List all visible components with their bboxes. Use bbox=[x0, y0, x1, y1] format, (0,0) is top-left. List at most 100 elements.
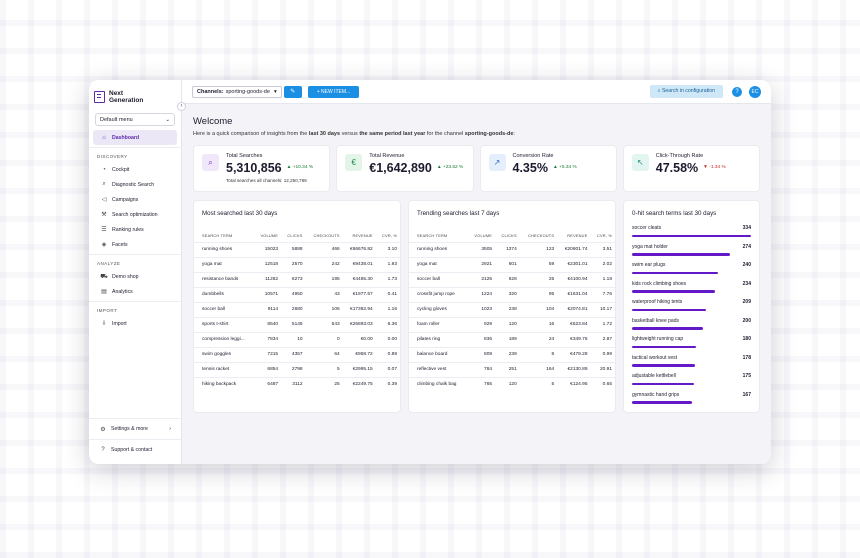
table-row[interactable]: yoga mat 12518 2570 242 €9438.01 1.93 bbox=[194, 257, 400, 273]
table-row[interactable]: soccer ball 9114 2680 106 €17382.94 1.16 bbox=[194, 302, 400, 318]
table-row[interactable]: reflective vest 784 251 164 €2130.89 20.91 bbox=[409, 362, 615, 378]
table-row[interactable]: dumbbells 10571 4950 43 €1977.57 0.41 bbox=[194, 287, 400, 303]
cursor-icon: ↖ bbox=[631, 154, 649, 171]
table-cell: pilates ring bbox=[409, 332, 468, 348]
table-row[interactable]: pilates ring 836 189 24 €349.76 2.87 bbox=[409, 332, 615, 348]
sidebar-item-campaigns[interactable]: ◁ Campaigns bbox=[93, 192, 177, 207]
table-cell: 239 bbox=[495, 347, 520, 363]
sidebar-item-label: Facets bbox=[112, 241, 128, 248]
sidebar-item-label: Cockpit bbox=[112, 166, 130, 173]
table-cell: yoga mat bbox=[194, 257, 254, 273]
menu-select-value: Default menu bbox=[100, 116, 133, 123]
table-cell: €2301.01 bbox=[557, 257, 591, 273]
zero-hit-term: soccer cleats bbox=[632, 225, 662, 231]
table-cell: 1374 bbox=[495, 242, 520, 258]
table-cell: 2798 bbox=[281, 362, 306, 378]
table-row[interactable]: balance board 809 239 8 €479.28 0.99 bbox=[409, 347, 615, 363]
table-cell: 0.39 bbox=[387, 382, 397, 388]
list-item[interactable]: adjustable kettlebell 175 bbox=[632, 373, 751, 392]
table-cell: 1023 bbox=[467, 302, 496, 318]
sidebar-item-dashboard[interactable]: ⌂ Dashboard bbox=[93, 130, 177, 145]
sidebar-item-analytics[interactable]: ▤ Analytics bbox=[93, 284, 177, 299]
table-row[interactable]: foam roller 929 120 16 €623.84 1.72 bbox=[409, 317, 615, 333]
euro-icon: € bbox=[345, 154, 363, 171]
table-cell: running shoes bbox=[409, 242, 468, 258]
sidebar-item-demo-shop[interactable]: ⛟ Demo shop bbox=[93, 269, 177, 284]
logo[interactable]: Next Generation bbox=[89, 80, 181, 106]
table-cell: €124.95 bbox=[570, 382, 588, 388]
menu-select[interactable]: Default menu ⌄ bbox=[95, 113, 175, 126]
table-row[interactable]: crossfit jump rope 1224 320 95 €1631.04 7.76 bbox=[409, 287, 615, 303]
table-row[interactable]: running shoes 3505 1374 123 €20601.74 3.51 bbox=[409, 242, 615, 258]
table-cell: 3.10 bbox=[375, 242, 400, 258]
analytics-icon: ▤ bbox=[101, 289, 107, 295]
topbar: Channels: sporting-goods-de ▾ ✎ + NEW IT… bbox=[182, 80, 771, 104]
table-cell: climbing chalk bag bbox=[417, 382, 457, 388]
zero-hit-term: basketball knee pads bbox=[632, 317, 679, 324]
table-row[interactable]: running shoes 15023 5888 466 €66676.82 3.10 bbox=[194, 242, 400, 258]
table-row[interactable]: climbing chalk bag 765 120 5 €124.95 0.65 bbox=[409, 377, 615, 392]
main-area: Channels: sporting-goods-de ▾ ✎ + NEW IT… bbox=[182, 80, 771, 464]
kpi-row: ⌕ Total Searches 5,310,856 ▲ +10.34 % Total … bbox=[193, 145, 760, 192]
kpi-delta: ▲ +5.34 % bbox=[552, 165, 577, 170]
sidebar-item-ranking-rules[interactable]: ☰ Ranking rules bbox=[93, 222, 177, 237]
kpi-card: € Total Revenue €1,642,890 ▲ +23.52 % bbox=[336, 145, 474, 192]
ranking-icon: ☰ bbox=[101, 227, 107, 233]
sidebar-item-support[interactable]: ? Support & contact bbox=[89, 439, 181, 460]
table-row[interactable]: tennis racket 6854 2798 5 €2995.15 0.07 bbox=[194, 362, 400, 378]
table-cell: 15023 bbox=[253, 242, 282, 258]
new-item-button[interactable]: + NEW ITEM... bbox=[307, 85, 360, 98]
edit-channel-button[interactable]: ✎ bbox=[283, 85, 302, 98]
sidebar-item-import[interactable]: ⇩ Import bbox=[93, 316, 177, 331]
table-row[interactable]: compression leggi... 7834 10 0 €0.00 0.00 bbox=[194, 332, 400, 348]
list-item[interactable]: gymnastic hand grips 167 bbox=[632, 392, 751, 411]
column-header: CHECKOUTS bbox=[305, 229, 343, 243]
list-item[interactable]: tactical workout vest 178 bbox=[632, 355, 751, 374]
list-item[interactable]: lightweight running cap 180 bbox=[632, 336, 751, 355]
kpi-value: 5,310,856 bbox=[226, 161, 282, 175]
table-cell: 466 bbox=[305, 242, 343, 258]
sidebar-item-diagnostic-search[interactable]: ⌕ Diagnostic Search bbox=[93, 177, 177, 192]
zero-hit-list: soccer cleats 334 yoga mat holder 274 swim e… bbox=[624, 217, 759, 410]
table-cell: 9114 bbox=[253, 302, 282, 318]
table-cell: 7.76 bbox=[590, 287, 615, 303]
table-cell: 929 bbox=[467, 317, 496, 333]
table-cell: 543 bbox=[305, 317, 343, 333]
sidebar-item-settings[interactable]: ⚙ Settings & more › bbox=[89, 418, 181, 439]
sidebar-item-search-optimization[interactable]: ⚒ Search optimization bbox=[93, 207, 177, 222]
table-cell: 2.02 bbox=[590, 257, 615, 273]
table-row[interactable]: hiking backpack 6487 3112 25 €2249.75 0.39 bbox=[194, 377, 400, 392]
table-row[interactable]: sports t-shirt 8540 5145 543 €26893.03 6.36 bbox=[194, 317, 400, 333]
list-item[interactable]: swim ear plugs 240 bbox=[632, 262, 751, 281]
sidebar-item-facets[interactable]: ◈ Facets bbox=[93, 237, 177, 252]
channel-select[interactable]: Channels: sporting-goods-de ▾ bbox=[192, 85, 282, 98]
table-cell: sports t-shirt bbox=[194, 317, 254, 333]
table-cell: €349.76 bbox=[557, 332, 591, 348]
list-item[interactable]: kids rock climbing shoes 234 bbox=[632, 281, 751, 300]
table-row[interactable]: soccer ball 2126 628 25 €4100.94 1.18 bbox=[409, 272, 615, 288]
column-header: CLICKS bbox=[281, 229, 306, 243]
table-cell: 628 bbox=[495, 272, 520, 288]
zero-hit-count: 178 bbox=[742, 354, 751, 361]
list-item[interactable]: yoga mat holder 274 bbox=[632, 244, 751, 263]
table-row[interactable]: yoga mat 2921 601 59 €2301.01 2.02 bbox=[409, 257, 615, 273]
help-icon[interactable]: ? bbox=[732, 86, 742, 97]
avatar[interactable]: EC bbox=[749, 85, 761, 98]
table-row[interactable]: cycling gloves 1023 238 104 €2074.81 10.17 bbox=[409, 302, 615, 318]
sidebar-item-cockpit[interactable]: ◔ Cockpit bbox=[93, 162, 177, 177]
table-cell: 189 bbox=[495, 332, 520, 348]
table-row[interactable]: resistance bands 11282 6273 195 €4485.30 1.73 bbox=[194, 272, 400, 288]
list-item[interactable]: waterproof hiking tents 209 bbox=[632, 299, 751, 318]
collapse-sidebar-button[interactable]: › bbox=[177, 102, 186, 111]
zero-hit-bar bbox=[632, 234, 751, 238]
table-cell: foam roller bbox=[409, 317, 468, 333]
table-cell: hiking backpack bbox=[202, 382, 237, 388]
table-cell: 765 bbox=[484, 382, 493, 388]
table-cell: balance board bbox=[409, 347, 468, 363]
list-item[interactable]: soccer cleats 334 bbox=[632, 225, 751, 244]
search-configuration-button[interactable]: ⌕ Search in configuration bbox=[649, 85, 723, 98]
zero-hit-count: 180 bbox=[742, 336, 751, 342]
table-row[interactable]: swim goggles 7215 4357 64 €958.72 0.89 bbox=[194, 347, 400, 363]
list-item[interactable]: basketball knee pads 200 bbox=[632, 318, 751, 337]
trending-table: SEARCH TERM VOLUME CLICKS CHECKOUTS REVENUE C… bbox=[409, 229, 615, 392]
